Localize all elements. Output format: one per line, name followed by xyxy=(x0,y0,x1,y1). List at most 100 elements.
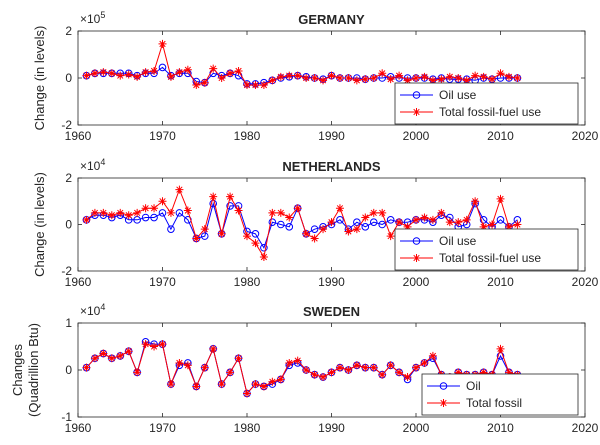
legend-label: Total fossil-fuel use xyxy=(439,251,541,265)
y-tick-label: -2 xyxy=(61,264,72,278)
series-line xyxy=(86,188,518,259)
series-star xyxy=(82,185,522,262)
x-tick-label: 2000 xyxy=(403,129,430,143)
data-point-star xyxy=(310,234,319,243)
data-point-star xyxy=(462,76,471,85)
data-point-star xyxy=(124,70,133,79)
data-point-star xyxy=(335,363,344,372)
y-exponent-label: ×104 xyxy=(80,157,105,173)
data-point-star xyxy=(150,204,159,213)
legend-label: Oil use xyxy=(439,88,477,102)
data-point-star xyxy=(116,71,125,80)
data-point-star xyxy=(386,361,395,370)
data-point-star xyxy=(293,356,302,365)
data-point-circle xyxy=(336,216,344,224)
y-tick-label: 2 xyxy=(65,171,72,185)
legend-marker-star xyxy=(439,399,448,407)
y-exponent-power: 4 xyxy=(100,157,105,167)
y-tick-label: -1 xyxy=(61,410,72,424)
x-tick-label: 1970 xyxy=(149,275,176,289)
data-point-star xyxy=(369,208,378,217)
data-point-star xyxy=(369,74,378,82)
data-point-star xyxy=(462,215,471,224)
chart-title: SWEDEN xyxy=(303,304,360,319)
y-tick-label: 0 xyxy=(65,363,72,377)
x-tick-label: 2010 xyxy=(487,275,514,289)
data-point-star xyxy=(403,222,412,231)
y-tick-label: 0 xyxy=(65,71,72,85)
data-point-star xyxy=(319,373,328,382)
legend-marker-circle xyxy=(439,382,448,390)
data-point-star xyxy=(428,76,437,85)
data-point-star xyxy=(141,68,150,77)
x-tick-label: 2020 xyxy=(572,275,599,289)
y-exponent-label: ×105 xyxy=(80,10,105,26)
data-point-circle xyxy=(158,209,167,217)
data-point-star xyxy=(141,340,150,349)
y-exponent-power: 5 xyxy=(100,10,105,20)
data-point-star xyxy=(471,71,480,80)
data-point-star xyxy=(183,361,192,370)
data-point-circle xyxy=(226,202,234,210)
data-point-star xyxy=(166,380,175,389)
data-point-star xyxy=(217,74,226,82)
legend-marker-star xyxy=(412,254,421,262)
x-tick-label: 2010 xyxy=(487,129,514,143)
data-point-star xyxy=(395,368,404,377)
data-point-star xyxy=(99,68,108,77)
data-point-star xyxy=(209,192,218,201)
legend-marker-circle xyxy=(412,237,421,245)
data-point-circle xyxy=(378,220,387,229)
data-point-star xyxy=(234,354,243,363)
data-point-star xyxy=(124,211,133,220)
data-point-star xyxy=(285,213,294,222)
data-point-circle xyxy=(175,209,184,217)
x-tick-label: 1970 xyxy=(149,421,176,435)
x-tick-label: 2000 xyxy=(403,421,430,435)
data-point-star xyxy=(319,76,328,85)
x-tick-label: 1960 xyxy=(65,275,92,289)
data-point-star xyxy=(293,71,302,80)
data-point-star xyxy=(166,208,175,217)
x-tick-label: 1980 xyxy=(234,275,261,289)
data-point-star xyxy=(276,375,285,384)
y-axis-label: Changes xyxy=(10,343,25,396)
legend: Oil Total fossil xyxy=(421,373,579,416)
x-tick-label: 1990 xyxy=(318,275,345,289)
data-point-circle xyxy=(386,216,395,224)
data-point-star xyxy=(386,232,395,241)
data-point-star xyxy=(243,81,251,90)
legend-label: Oil xyxy=(466,379,481,393)
data-point-star xyxy=(251,239,260,248)
data-point-star xyxy=(209,64,218,73)
data-point-star xyxy=(166,72,175,81)
series-line xyxy=(86,66,518,85)
legend-box xyxy=(394,228,579,271)
data-point-star xyxy=(217,229,226,238)
data-point-star xyxy=(251,81,260,90)
data-point-star xyxy=(302,366,311,374)
data-point-star xyxy=(116,208,125,217)
x-tick-label: 1990 xyxy=(318,421,345,435)
data-point-star xyxy=(251,380,260,389)
data-point-star xyxy=(479,222,488,231)
data-point-star xyxy=(496,344,505,353)
data-point-star xyxy=(437,208,446,217)
data-point-star xyxy=(116,351,125,360)
series-star xyxy=(82,39,522,90)
y-axis-label: Change (in levels) xyxy=(32,26,47,131)
data-point-star xyxy=(192,382,201,391)
chart-panel-1: 1960 1970 1980 1990 2000 2010 2020 -2 0 2 ×104 NETH… xyxy=(32,157,599,289)
x-tick-label: 1970 xyxy=(149,129,176,143)
data-point-star xyxy=(327,218,336,227)
data-point-circle xyxy=(310,225,319,233)
x-tick-label: 1980 xyxy=(234,421,261,435)
data-point-star xyxy=(200,225,209,234)
data-point-star xyxy=(352,225,361,234)
data-point-star xyxy=(403,373,412,382)
data-point-circle xyxy=(268,218,277,226)
data-point-star xyxy=(513,220,522,229)
data-point-star xyxy=(445,218,454,227)
data-point-star xyxy=(319,225,328,234)
data-point-star xyxy=(192,234,201,243)
